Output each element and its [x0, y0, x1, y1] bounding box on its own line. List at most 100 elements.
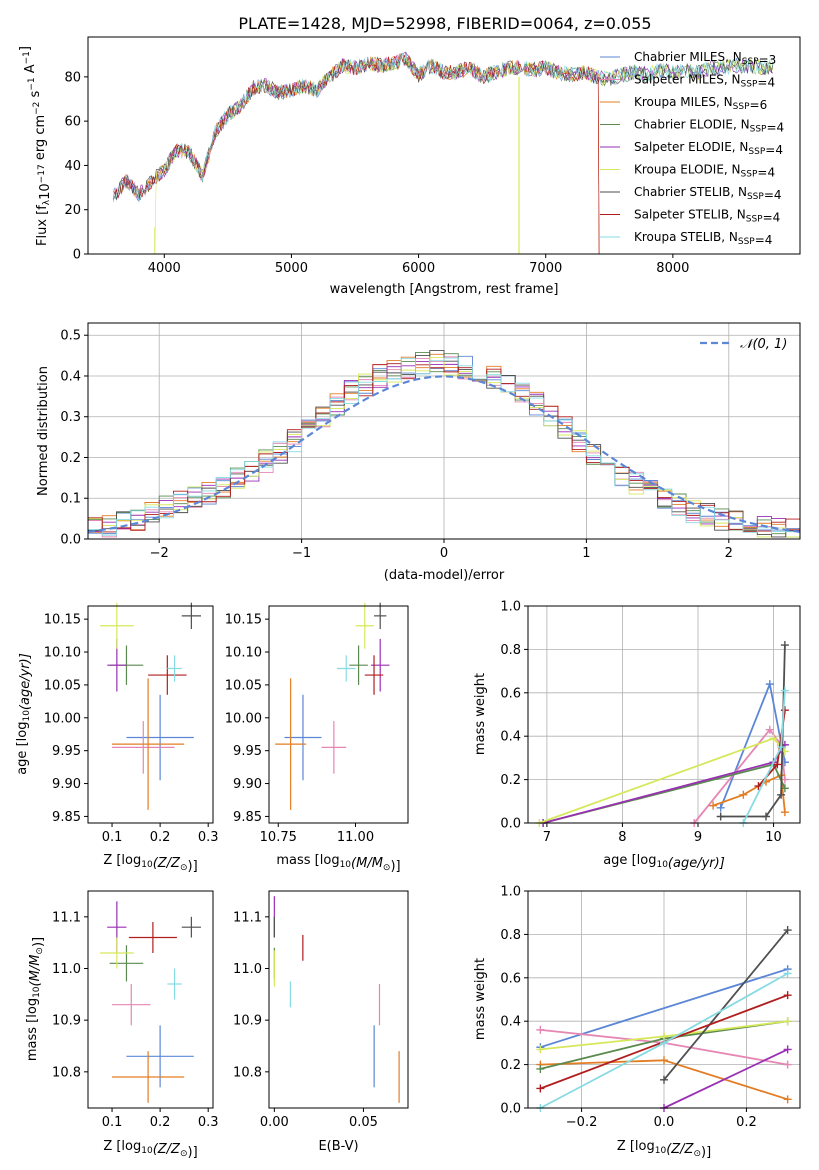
- weight-marker: [783, 1060, 792, 1069]
- y-tick-label: 9.90: [52, 777, 81, 792]
- x-tick-label: 8000: [656, 261, 689, 276]
- x-tick-label: 0.2: [150, 1115, 171, 1130]
- y-tick-label: 11.1: [233, 910, 262, 925]
- weight-marker: [773, 760, 782, 769]
- y-tick-label: 10.9: [52, 1014, 81, 1029]
- errorbar-point: [181, 602, 201, 630]
- label-part: ⊙: [35, 947, 45, 955]
- weight-marker: [783, 969, 792, 978]
- label-part: =4: [766, 121, 784, 135]
- y-tick-label: 11.0: [52, 962, 81, 977]
- y-axis-label: mass weight: [473, 958, 488, 1040]
- axes-frame: [87, 322, 801, 540]
- legend-label: Salpeter ELODIE, NSSP=4: [634, 140, 783, 157]
- errorbar-point: [100, 937, 134, 969]
- histogram-series: [88, 363, 800, 533]
- y-tick-label: 0.1: [60, 492, 81, 507]
- weight-line: [720, 645, 786, 818]
- label-part: (M/M: [28, 955, 43, 987]
- weight-marker: [783, 1045, 792, 1054]
- label-part: SSP: [750, 125, 767, 135]
- weight-marker: [783, 1095, 792, 1104]
- x-tick-label: 8: [618, 830, 626, 845]
- y-tick-label: 20: [64, 203, 81, 218]
- legend-label: Chabrier MILES, NSSP=3: [634, 50, 776, 67]
- legend-label: Kroupa ELODIE, NSSP=4: [634, 163, 775, 180]
- weight-marker: [780, 808, 789, 817]
- y-tick-label: 0.5: [60, 329, 81, 344]
- weight-marker: [769, 734, 778, 743]
- label-part: −17: [37, 164, 47, 183]
- weight-line: [663, 1048, 788, 1109]
- label-part: ⊙: [180, 863, 188, 873]
- panel-age_vs_Z: 0.1 0.2 0.3 9.85 9.90 9.95 10.00 10.05 10.10 10.1…: [15, 602, 219, 874]
- x-axis-label: (data-model)/error: [384, 568, 505, 583]
- errorbar-point: [355, 602, 375, 649]
- spectrum-line: [154, 54, 774, 255]
- plot-area: [113, 51, 774, 255]
- label-part: ⊙: [693, 1149, 701, 1159]
- legend-label: Chabrier STELIB, NSSP=4: [634, 185, 782, 202]
- y-tick-label: 10.15: [225, 613, 262, 628]
- x-tick-label: 1: [582, 546, 590, 561]
- weight-marker: [536, 1025, 545, 1034]
- weight-marker: [536, 1045, 545, 1054]
- weight-line: [693, 728, 786, 824]
- plot-area: [535, 641, 789, 827]
- axes-frame: [87, 890, 214, 1109]
- y-tick-label: 0.8: [500, 928, 521, 943]
- label-part: −2: [32, 102, 42, 115]
- label-part: ⊙: [383, 863, 391, 873]
- y-axis-label: Normed distribution: [36, 366, 51, 496]
- errorbar-point: [284, 694, 322, 781]
- errorbar-point: [148, 655, 187, 695]
- x-axis-label: Z [log10(Z/Z⊙)]: [103, 853, 197, 874]
- y-tick-label: 60: [64, 115, 81, 130]
- label-part: 10: [38, 183, 53, 200]
- y-tick-label: 0.4: [60, 369, 81, 384]
- panel-residuals: −2 −1 0 1 2 0.0 0.1 0.2 0.3 0.4 0.5 𝒩(0, 1) (data-mo…: [36, 322, 801, 583]
- y-tick-label: 10.00: [225, 711, 262, 726]
- label-part: Kroupa STELIB, N: [634, 230, 738, 244]
- errorbar-point: [374, 602, 387, 630]
- label-part: 10: [655, 1146, 667, 1156]
- y-tick-label: 0.8: [500, 643, 521, 658]
- label-part: 10: [656, 860, 668, 870]
- errorbar-point: [100, 602, 134, 649]
- label-part: Z [log: [103, 1139, 141, 1154]
- y-tick-label: 11.1: [52, 910, 81, 925]
- label-part: =4: [764, 188, 782, 202]
- label-part: Kroupa ELODIE, N: [634, 163, 741, 177]
- y-tick-label: 10.10: [44, 646, 81, 661]
- x-tick-label: −0.2: [566, 1115, 598, 1130]
- y-tick-label: 0.0: [500, 1102, 521, 1117]
- x-tick-label: 2: [725, 546, 733, 561]
- legend-label: Kroupa MILES, NSSP=6: [634, 95, 767, 112]
- weight-marker: [536, 1084, 545, 1093]
- label-part: 10: [340, 860, 352, 870]
- label-part: −1: [27, 77, 37, 90]
- x-tick-label: 11.00: [337, 830, 374, 845]
- label-part: Z [log: [617, 1139, 655, 1154]
- y-axis-label: Flux [fλ10−17 erg cm−2 s−1 A−1]: [18, 46, 53, 246]
- x-tick-label: 0.00: [260, 1115, 289, 1130]
- y-tick-label: 0.2: [500, 1058, 521, 1073]
- label-part: SSP: [738, 237, 755, 247]
- weight-marker: [777, 790, 786, 799]
- x-axis-label: Z [log10(Z/Z⊙)]: [617, 1139, 711, 1160]
- weight-marker: [739, 790, 748, 799]
- label-part: 10: [141, 1146, 153, 1156]
- y-tick-label: 9.95: [52, 744, 81, 759]
- panel-mass_vs_EBV: 0.00 0.05 10.8 10.9 11.0 11.1 E(B-V): [233, 890, 409, 1154]
- x-tick-label: 5000: [275, 261, 308, 276]
- errorbar-point: [112, 721, 175, 774]
- y-tick-label: 40: [64, 159, 81, 174]
- panel-weight_vs_Z: −0.2 0.0 0.2 0.0 0.2 0.4 0.6 0.8 1.0 Z [log10(Z/Z…: [473, 885, 801, 1160]
- weight-marker: [660, 1075, 668, 1084]
- x-tick-label: 10: [765, 830, 782, 845]
- y-tick-label: 10.8: [233, 1065, 262, 1080]
- errorbar-point: [336, 655, 356, 682]
